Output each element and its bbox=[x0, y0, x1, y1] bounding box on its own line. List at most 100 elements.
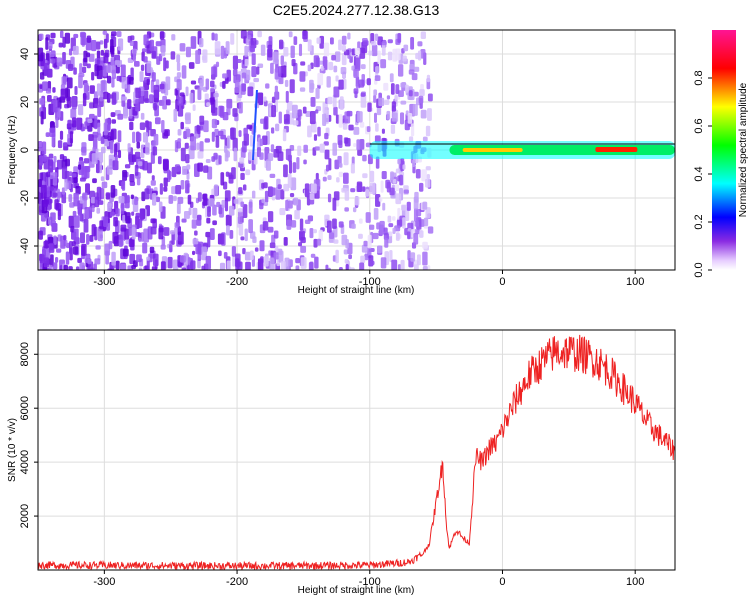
heatmap-cell bbox=[241, 72, 247, 79]
heatmap-cell bbox=[55, 257, 59, 263]
heatmap-cell bbox=[117, 113, 124, 120]
heatmap-cell bbox=[71, 117, 77, 128]
heatmap-cell bbox=[91, 224, 96, 237]
heatmap-cell bbox=[278, 250, 284, 263]
heatmap-cell bbox=[77, 257, 82, 263]
heatmap-cell bbox=[121, 76, 128, 89]
heatmap-cell bbox=[253, 77, 260, 83]
heatmap-cell bbox=[190, 36, 197, 49]
heatmap-cell bbox=[100, 49, 104, 56]
heatmap-cell bbox=[40, 184, 47, 199]
heatmap-cell bbox=[180, 147, 186, 162]
heatmap-cell bbox=[146, 256, 150, 261]
heatmap-cell bbox=[375, 65, 380, 74]
heatmap-cell bbox=[92, 178, 97, 184]
heatmap-cell bbox=[354, 196, 360, 206]
heatmap-cell bbox=[39, 254, 45, 264]
heatmap-cell bbox=[39, 155, 44, 166]
heatmap-cell bbox=[407, 250, 411, 261]
heatmap-cell bbox=[68, 266, 73, 270]
heatmap-cell bbox=[52, 87, 56, 93]
heatmap-cell bbox=[42, 199, 49, 207]
heatmap-cell bbox=[400, 100, 407, 105]
heatmap-cell bbox=[372, 232, 379, 240]
heatmap-cell bbox=[403, 189, 409, 194]
heatmap-cell bbox=[58, 42, 63, 48]
heatmap-cell bbox=[231, 246, 236, 257]
heatmap-cell bbox=[315, 88, 320, 99]
heatmap-cell bbox=[422, 201, 428, 210]
heatmap-x-tick-label: -100 bbox=[359, 276, 381, 288]
heatmap-cell bbox=[280, 189, 285, 200]
heatmap-cell bbox=[304, 183, 310, 198]
colorbar-tick-label: 0.0 bbox=[693, 262, 705, 277]
heatmap-cell bbox=[77, 164, 82, 170]
heatmap-cell bbox=[329, 232, 335, 240]
heatmap-cell bbox=[403, 44, 409, 52]
heatmap-cell bbox=[159, 83, 165, 90]
heatmap-cell bbox=[45, 212, 49, 219]
heatmap-cell bbox=[97, 228, 103, 242]
heatmap-cell bbox=[314, 146, 321, 151]
heatmap-cell bbox=[317, 126, 321, 137]
heatmap-cell bbox=[129, 40, 135, 47]
heatmap-cell bbox=[360, 255, 366, 264]
heatmap-cell bbox=[56, 97, 62, 110]
heatmap-cell bbox=[303, 159, 307, 165]
heatmap-cell bbox=[177, 96, 184, 106]
heatmap-cell bbox=[362, 154, 367, 162]
heatmap-cell bbox=[381, 170, 387, 180]
heatmap-cell bbox=[53, 155, 57, 163]
heatmap-cell bbox=[179, 92, 185, 97]
heatmap-cell bbox=[185, 154, 190, 164]
heatmap-cell bbox=[199, 141, 204, 153]
heatmap-cell bbox=[211, 107, 218, 116]
heatmap-cell bbox=[123, 106, 128, 119]
heatmap-cell bbox=[288, 31, 293, 38]
heatmap-cell bbox=[417, 41, 423, 47]
heatmap-cell bbox=[159, 31, 165, 40]
heatmap-cell bbox=[130, 194, 134, 200]
heatmap-cell bbox=[420, 31, 426, 40]
heatmap-cell bbox=[270, 62, 274, 74]
heatmap-cell bbox=[260, 44, 266, 56]
heatmap-cell bbox=[82, 66, 87, 73]
heatmap-cell bbox=[369, 170, 375, 183]
heatmap-cell bbox=[271, 104, 276, 118]
heatmap-cell bbox=[68, 63, 74, 71]
heatmap-cell bbox=[307, 39, 312, 52]
heatmap-cell bbox=[149, 246, 155, 254]
heatmap-cell bbox=[62, 36, 66, 48]
heatmap-cell bbox=[68, 215, 74, 228]
heatmap-cell bbox=[369, 260, 375, 266]
heatmap-cell bbox=[96, 83, 101, 96]
heatmap-cell bbox=[347, 32, 351, 40]
heatmap-cell bbox=[260, 256, 264, 264]
heatmap-cell bbox=[110, 128, 117, 140]
heatmap-cell bbox=[213, 152, 218, 160]
heatmap-cell bbox=[223, 145, 228, 154]
heatmap-cell bbox=[314, 256, 319, 269]
heatmap-cell bbox=[244, 58, 249, 67]
colorbar: 0.0 0.2 0.4 0.6 0.8 Normalized spectral ampl… bbox=[693, 30, 749, 278]
heatmap-cell bbox=[177, 226, 181, 236]
heatmap-cell bbox=[282, 128, 287, 142]
heatmap-cell bbox=[45, 37, 49, 50]
heatmap-cell bbox=[55, 117, 59, 128]
heatmap-cell bbox=[91, 71, 95, 81]
heatmap-cell bbox=[259, 152, 264, 160]
heatmap-cell bbox=[168, 194, 174, 204]
heatmap-cell bbox=[400, 259, 405, 270]
heatmap-cell bbox=[405, 84, 409, 93]
heatmap-cell bbox=[56, 57, 63, 66]
heatmap-cell bbox=[308, 261, 314, 270]
heatmap-cell bbox=[267, 211, 274, 223]
heatmap-x-ticks: -300 -200 -100 0 100 bbox=[93, 270, 644, 288]
heatmap-cell bbox=[331, 54, 336, 61]
heatmap-cell bbox=[203, 165, 209, 173]
heatmap-cell bbox=[46, 251, 50, 256]
heatmap-cell bbox=[425, 166, 431, 171]
heatmap-cell bbox=[350, 163, 355, 174]
heatmap-cell bbox=[248, 150, 254, 161]
heatmap-cell bbox=[391, 259, 398, 270]
